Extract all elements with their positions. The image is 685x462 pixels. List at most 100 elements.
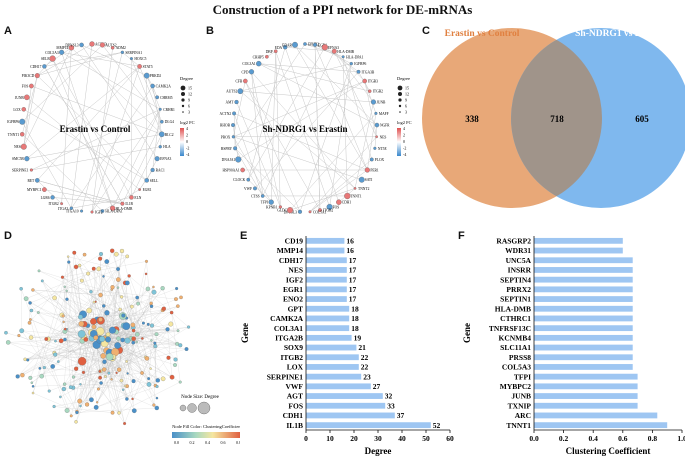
degree-legend-dot xyxy=(398,92,402,96)
network-node xyxy=(69,206,74,210)
value-label: 18 xyxy=(351,314,359,323)
network-d-node xyxy=(176,304,180,308)
panel-label-c: C xyxy=(422,25,430,37)
network-d-node xyxy=(126,372,129,375)
network-d-edge xyxy=(114,306,178,354)
network-d-node xyxy=(31,288,35,292)
network-node-label: DPYSL3 xyxy=(65,43,78,47)
network-node-label: BLC2 xyxy=(165,133,174,137)
network-d-node xyxy=(91,266,96,271)
x-tick-label: 0.4 xyxy=(589,434,599,443)
network-node xyxy=(79,42,84,48)
network-d-node xyxy=(178,343,183,348)
network-edge xyxy=(342,56,348,196)
network-edge xyxy=(258,63,359,73)
network-d-node xyxy=(150,339,153,342)
network-edge xyxy=(236,101,281,208)
network-node-label: BSPRY xyxy=(221,147,233,151)
network-edge xyxy=(254,71,359,189)
category-label: HLA-DMB xyxy=(495,304,531,313)
network-d-node xyxy=(127,274,131,278)
network-edge xyxy=(245,80,301,212)
network-node-label: IGFBP6 xyxy=(354,62,366,66)
network-d-node xyxy=(136,301,140,306)
bar xyxy=(306,257,347,264)
network-d-node xyxy=(50,364,56,369)
network-d-node xyxy=(174,297,178,302)
network-d-node xyxy=(28,335,34,340)
network-edge xyxy=(284,47,340,203)
network-d-edge xyxy=(107,250,123,340)
network-d-edge xyxy=(79,265,133,399)
network-d-edge xyxy=(61,329,168,341)
network-node xyxy=(150,167,155,173)
network-node xyxy=(260,194,265,198)
network-d-edge xyxy=(80,316,134,339)
network-edge xyxy=(31,85,162,135)
network-d-node xyxy=(57,360,60,363)
network-node-label: ELN xyxy=(134,196,141,200)
network-d-node xyxy=(69,414,73,418)
network-d-edge xyxy=(133,286,154,331)
category-label: ARC xyxy=(515,411,531,420)
network-d-edge xyxy=(83,314,124,316)
network-d-node xyxy=(84,402,90,407)
network-d-node xyxy=(125,360,128,363)
network-node-label: NES xyxy=(14,145,21,149)
network-node xyxy=(159,131,165,138)
network-edge xyxy=(31,146,161,171)
network-d-node xyxy=(71,375,76,379)
network-edge xyxy=(240,90,374,103)
network-d-edge xyxy=(76,266,119,280)
network-d-node xyxy=(29,308,34,313)
network-node xyxy=(243,78,248,84)
category-label: MYBPC2 xyxy=(500,382,531,391)
network-d-edge xyxy=(38,270,164,309)
network-d-edge xyxy=(137,297,181,346)
network-node-label: HSP90AA1 xyxy=(222,169,239,173)
network-edge xyxy=(52,58,113,209)
network-d-edge xyxy=(118,279,164,379)
bar xyxy=(306,276,347,283)
network-d-node xyxy=(78,320,85,327)
network-node-label: PIK3CD xyxy=(22,74,35,78)
network-node-label: ACTN2 xyxy=(220,112,232,116)
bar xyxy=(306,344,357,351)
network-d-node xyxy=(73,264,79,270)
network-d-node xyxy=(115,371,118,375)
y-axis-title: Gene xyxy=(462,323,472,343)
network-node-label: HOXC5 xyxy=(134,57,146,61)
network-node xyxy=(110,45,115,50)
network-d-edge xyxy=(103,276,121,310)
category-label: GPT xyxy=(288,304,303,313)
network-d-node xyxy=(89,397,94,403)
network-node-label: CDH17 xyxy=(30,65,41,69)
network-d-node xyxy=(116,336,121,341)
network-d-node xyxy=(178,380,182,384)
network-edge xyxy=(275,51,281,207)
network-d-node xyxy=(98,317,103,322)
value-label: 52 xyxy=(433,421,441,430)
network-d-edge xyxy=(117,345,181,383)
network-d-node xyxy=(114,342,121,349)
degree-legend-title: Degree xyxy=(180,76,193,81)
network-d-node xyxy=(99,251,104,256)
network-node xyxy=(265,54,269,59)
degree-legend-tick: 3 xyxy=(405,110,407,115)
network-d-edge xyxy=(148,340,152,385)
category-label: EGR1 xyxy=(283,285,303,294)
category-label: CD19 xyxy=(285,236,304,245)
x-tick-label: 0.6 xyxy=(618,434,628,443)
category-label: FOS xyxy=(288,401,303,410)
network-d-node xyxy=(100,353,106,359)
network-d-color-legend: Node Fill Color: ClusteringCoefficient 0… xyxy=(172,424,240,445)
degree-legend-dot xyxy=(181,98,185,102)
category-label: PRSS8 xyxy=(509,353,531,362)
bar xyxy=(534,325,633,332)
bar xyxy=(306,267,347,273)
network-edge xyxy=(299,63,352,212)
network-d-node xyxy=(120,337,125,343)
network-edge xyxy=(314,44,352,64)
color-legend-tick: 0.8 xyxy=(236,440,240,445)
